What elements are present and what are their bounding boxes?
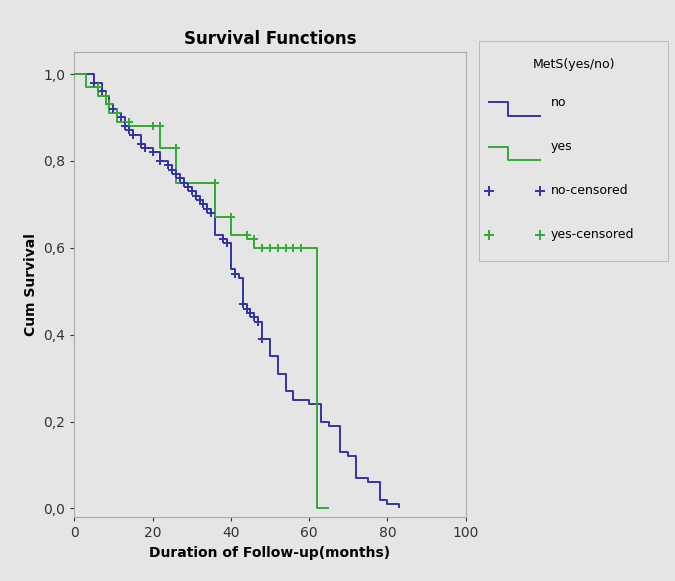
Text: yes-censored: yes-censored [551,228,634,242]
Title: Survival Functions: Survival Functions [184,30,356,48]
Text: no-censored: no-censored [551,184,628,198]
Text: MetS(yes/no): MetS(yes/no) [533,58,615,71]
X-axis label: Duration of Follow-up(months): Duration of Follow-up(months) [149,546,391,560]
Text: yes: yes [551,140,572,153]
Text: no: no [551,96,566,109]
Y-axis label: Cum Survival: Cum Survival [24,233,38,336]
